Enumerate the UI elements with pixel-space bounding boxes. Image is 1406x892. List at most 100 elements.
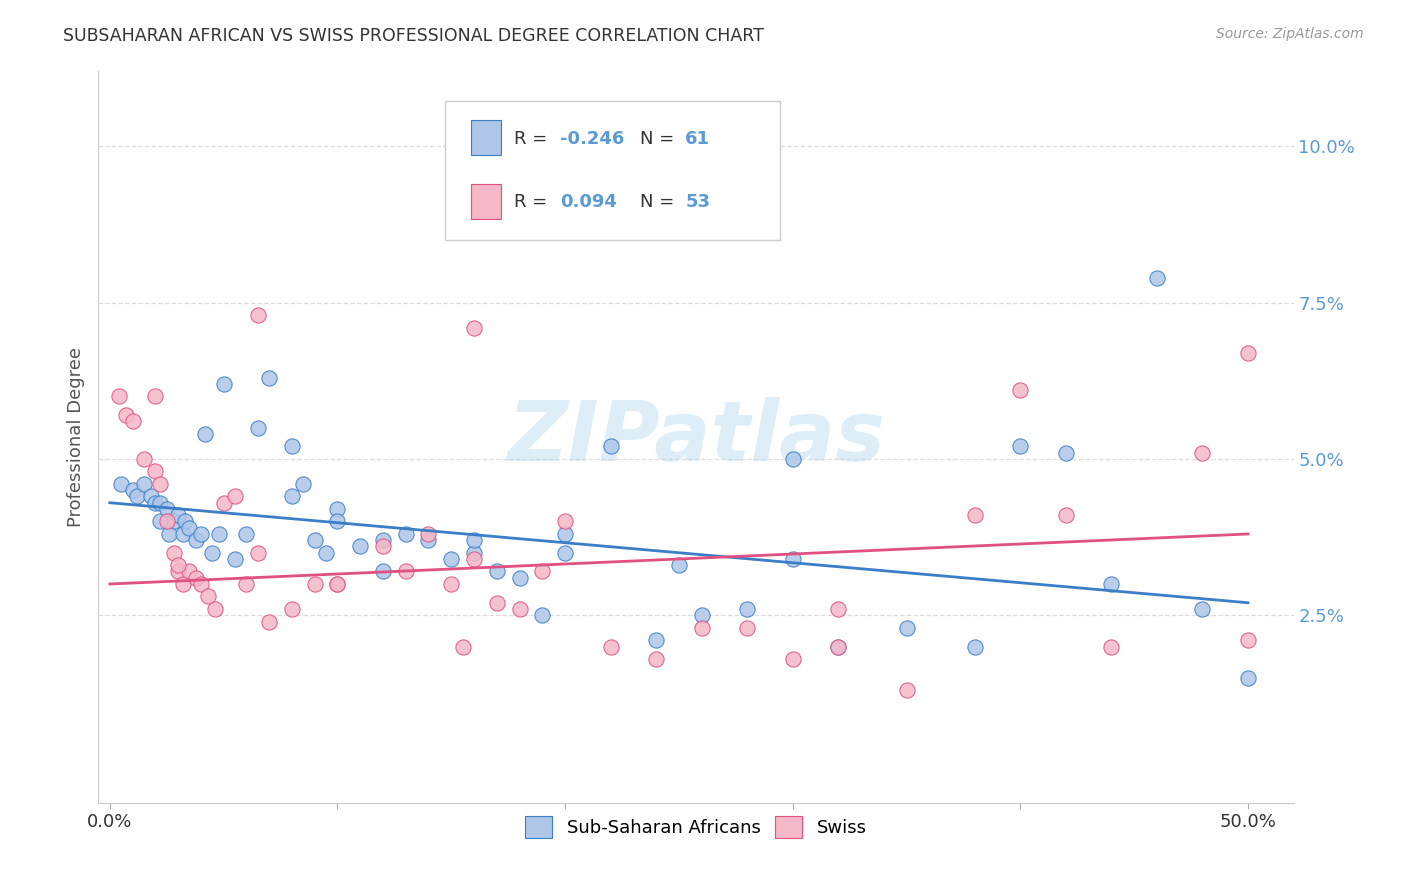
Point xyxy=(149,477,172,491)
Point xyxy=(167,565,190,579)
Point xyxy=(896,683,918,698)
Text: 0.094: 0.094 xyxy=(560,193,617,211)
Point xyxy=(418,533,440,548)
Point xyxy=(1010,440,1032,454)
Point xyxy=(1191,446,1213,460)
Point xyxy=(463,533,485,548)
Point xyxy=(197,590,219,604)
Text: SUBSAHARAN AFRICAN VS SWISS PROFESSIONAL DEGREE CORRELATION CHART: SUBSAHARAN AFRICAN VS SWISS PROFESSIONAL… xyxy=(63,27,763,45)
Point xyxy=(463,320,485,334)
Point xyxy=(246,420,269,434)
Point xyxy=(554,515,576,529)
Point xyxy=(292,477,315,491)
Point xyxy=(509,571,531,585)
Point xyxy=(440,552,463,566)
Point xyxy=(1099,577,1122,591)
Point xyxy=(257,615,280,629)
Point xyxy=(349,540,371,554)
Point xyxy=(485,565,508,579)
Point xyxy=(371,540,394,554)
Point xyxy=(201,546,224,560)
Point xyxy=(451,640,474,654)
Point xyxy=(281,440,304,454)
Text: -0.246: -0.246 xyxy=(560,129,624,148)
Point xyxy=(224,490,246,504)
Point xyxy=(326,515,349,529)
Point xyxy=(735,621,758,635)
Point xyxy=(172,527,194,541)
Point xyxy=(114,408,136,422)
Text: N =: N = xyxy=(640,129,679,148)
Point xyxy=(440,577,463,591)
Point xyxy=(132,452,155,467)
Point xyxy=(554,527,576,541)
Point xyxy=(326,577,349,591)
Point xyxy=(599,440,621,454)
Point xyxy=(179,521,201,535)
Point xyxy=(174,515,197,529)
Point xyxy=(599,640,621,654)
Bar xyxy=(471,120,501,155)
Point xyxy=(827,602,849,616)
Point xyxy=(212,496,235,510)
Point xyxy=(531,608,554,623)
Point xyxy=(224,552,246,566)
Text: R =: R = xyxy=(515,129,554,148)
Point xyxy=(371,565,394,579)
Point xyxy=(371,533,394,548)
Point xyxy=(463,552,485,566)
Point xyxy=(827,640,849,654)
Point xyxy=(235,527,257,541)
Point xyxy=(735,602,758,616)
Point xyxy=(179,565,201,579)
Point xyxy=(1146,270,1168,285)
Point xyxy=(162,546,184,560)
Point xyxy=(149,515,172,529)
Text: 61: 61 xyxy=(685,129,710,148)
Y-axis label: Professional Degree: Professional Degree xyxy=(66,347,84,527)
Text: Source: ZipAtlas.com: Source: ZipAtlas.com xyxy=(1216,27,1364,41)
Point xyxy=(1054,508,1077,523)
Point xyxy=(143,389,166,403)
Point xyxy=(208,527,231,541)
Point xyxy=(1099,640,1122,654)
Point xyxy=(167,558,190,573)
Point xyxy=(326,502,349,516)
Point xyxy=(668,558,690,573)
Point xyxy=(690,621,713,635)
Point xyxy=(1010,383,1032,397)
Point xyxy=(782,452,804,467)
Point xyxy=(1237,671,1260,685)
Point xyxy=(156,502,179,516)
Point xyxy=(246,546,269,560)
Point xyxy=(304,533,326,548)
Text: 53: 53 xyxy=(685,193,710,211)
Point xyxy=(143,496,166,510)
Point xyxy=(418,527,440,541)
Point xyxy=(157,527,180,541)
Point xyxy=(186,533,208,548)
Point xyxy=(281,602,304,616)
Point xyxy=(395,527,418,541)
FancyBboxPatch shape xyxy=(446,101,780,240)
Text: ZIPatlas: ZIPatlas xyxy=(508,397,884,477)
Point xyxy=(1237,633,1260,648)
Point xyxy=(194,426,217,441)
Point xyxy=(190,527,212,541)
Point xyxy=(186,571,208,585)
Text: N =: N = xyxy=(640,193,679,211)
Point xyxy=(963,508,986,523)
Legend: Sub-Saharan Africans, Swiss: Sub-Saharan Africans, Swiss xyxy=(517,808,875,845)
Point xyxy=(827,640,849,654)
Point xyxy=(782,652,804,666)
Point xyxy=(246,308,269,322)
Point xyxy=(645,652,668,666)
Point xyxy=(896,621,918,635)
Point xyxy=(485,596,508,610)
Point xyxy=(139,490,162,504)
Point xyxy=(108,389,131,403)
Point xyxy=(190,577,212,591)
Point xyxy=(235,577,257,591)
Text: R =: R = xyxy=(515,193,554,211)
Point xyxy=(554,546,576,560)
